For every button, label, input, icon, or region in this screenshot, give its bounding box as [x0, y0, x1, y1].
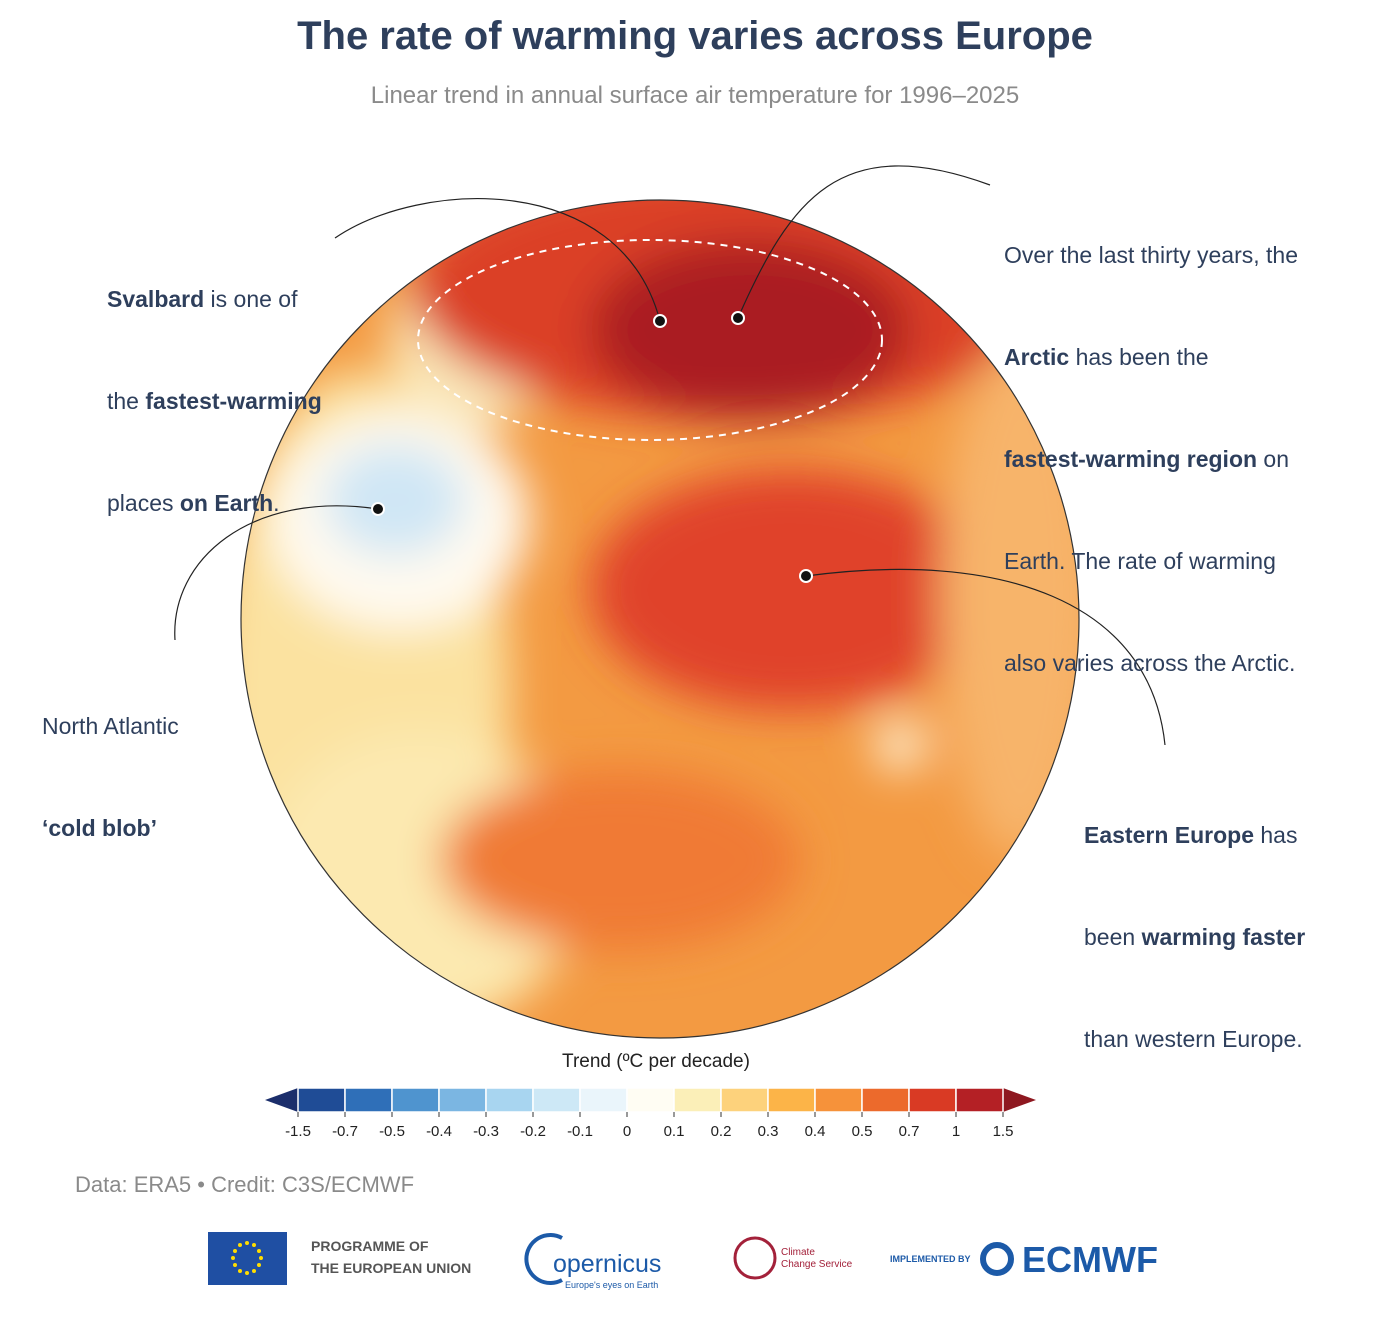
- colorbar-box: [438, 1087, 487, 1113]
- ann-text: on: [1257, 446, 1290, 472]
- ann-bold: fastest-warming region: [1004, 446, 1258, 472]
- ann-text: has: [1254, 822, 1298, 848]
- colorbar-tick-label: 1.5: [993, 1123, 1014, 1140]
- leader-lines: [174, 165, 1166, 746]
- markers: [371, 311, 813, 583]
- annotation: Svalbard is one of the fastest-warming p…: [107, 214, 322, 554]
- colorbar-box: [767, 1087, 816, 1113]
- colorbar-box: [720, 1087, 769, 1113]
- colorbar-box: [532, 1087, 581, 1113]
- colorbar-tick-label: 0.4: [805, 1123, 826, 1140]
- colorbar-tick-label: 1: [952, 1123, 960, 1140]
- source: Data: ERA5 • Credit: C3S/ECMWF: [75, 1172, 415, 1197]
- copernicus-c: [524, 1233, 563, 1285]
- colorbar-tick-label: -0.1: [567, 1123, 593, 1140]
- annotation: Eastern Europe has been warming faster t…: [1084, 750, 1305, 1090]
- ann-bold: Eastern Europe: [1084, 822, 1254, 848]
- c3s-text: Change Service: [781, 1259, 853, 1270]
- c3s-icon: [733, 1236, 777, 1280]
- colorbar-label: Trend (ºC per decade): [562, 1051, 750, 1072]
- colorbar-tick-label: 0.7: [899, 1123, 920, 1140]
- ann-text: places: [107, 490, 180, 516]
- colorbar-box: [579, 1087, 628, 1113]
- colorbar-box: [626, 1087, 675, 1113]
- copernicus-text: opernicus: [553, 1250, 661, 1278]
- globe: [241, 200, 1079, 1038]
- colorbar-tick-label: 0.3: [758, 1123, 779, 1140]
- colorbar-box: [391, 1087, 440, 1113]
- colorbar-box: [861, 1087, 910, 1113]
- implemented-by: IMPLEMENTED BY: [890, 1254, 971, 1264]
- ecmwf-icon: [980, 1242, 1014, 1276]
- colorbar-tick-label: -0.5: [379, 1123, 405, 1140]
- ann-bold: on Earth: [179, 490, 274, 516]
- ecmwf-text: ECMWF: [1022, 1239, 1158, 1280]
- colorbar-tick-label: -1.5: [285, 1123, 311, 1140]
- ann-text: .: [273, 490, 280, 516]
- colorbar-tick-label: 0.5: [852, 1123, 873, 1140]
- eu-flag: [208, 1232, 287, 1285]
- colorbar-box: [297, 1087, 346, 1113]
- eu-text: PROGRAMME OF: [311, 1238, 429, 1254]
- annotation: North Atlantic ‘cold blob’: [42, 641, 179, 879]
- colorbar-over: [1003, 1088, 1036, 1112]
- ann-text: North Atlantic: [42, 713, 179, 739]
- colorbar-tick-label: 0: [623, 1123, 631, 1140]
- colorbar-box: [908, 1087, 957, 1113]
- eu-stars: [231, 1241, 263, 1275]
- ann-text: been: [1084, 924, 1142, 950]
- colorbar-box: [485, 1087, 534, 1113]
- colorbar: -1.5 -0.7 -0.5 -0.4 -0.3 -0.2 -0.1 0 0.1 0.2 0.3 0.…: [265, 1087, 1036, 1140]
- colorbar-tick-label: -0.4: [426, 1123, 452, 1140]
- colorbar-under: [265, 1088, 298, 1112]
- annotation: Over the last thirty years, the Arctic h…: [1004, 170, 1298, 714]
- ann-text: also varies across the Arctic.: [1004, 650, 1296, 676]
- ann-bold: Arctic: [1004, 344, 1070, 370]
- colorbar-box: [814, 1087, 863, 1113]
- subtitle: Linear trend in annual surface air tempe…: [370, 82, 1020, 109]
- colorbar-box: [673, 1087, 722, 1113]
- colorbar-tick-label: 0.1: [664, 1123, 685, 1140]
- ann-text: Earth. The rate of warming: [1004, 548, 1276, 574]
- ann-bold: warming faster: [1141, 924, 1306, 950]
- copernicus-tagline: Europe's eyes on Earth: [565, 1280, 658, 1290]
- colorbar-tick-label: 0.2: [711, 1123, 732, 1140]
- ann-text: than western Europe.: [1084, 1026, 1303, 1052]
- title: The rate of warming varies across Europe: [297, 14, 1093, 58]
- colorbar-tick-label: -0.7: [332, 1123, 358, 1140]
- ann-bold: ‘cold blob’: [42, 815, 157, 841]
- ann-text: has been the: [1069, 344, 1209, 370]
- ann-bold: fastest-warming: [145, 388, 322, 414]
- colorbar-tick-label: -0.2: [520, 1123, 546, 1140]
- ann-text: the: [107, 388, 146, 414]
- ann-bold: Svalbard: [107, 286, 205, 312]
- ann-text: is one of: [204, 286, 298, 312]
- eu-text: THE EUROPEAN UNION: [311, 1260, 471, 1276]
- colorbar-box: [955, 1087, 1004, 1113]
- c3s-text: Climate: [781, 1247, 815, 1258]
- colorbar-tick-label: -0.3: [473, 1123, 499, 1140]
- colorbar-box: [344, 1087, 393, 1113]
- ann-text: Over the last thirty years, the: [1004, 242, 1299, 268]
